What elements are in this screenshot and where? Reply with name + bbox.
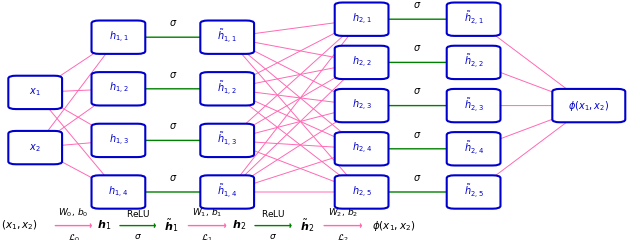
Text: $\phi(x_1, x_2)$: $\phi(x_1, x_2)$: [568, 99, 609, 113]
Text: $h_{2,5}$: $h_{2,5}$: [352, 185, 371, 199]
FancyBboxPatch shape: [447, 89, 500, 122]
Text: $x_2$: $x_2$: [29, 142, 41, 154]
FancyBboxPatch shape: [200, 21, 254, 54]
FancyBboxPatch shape: [92, 124, 145, 157]
Text: $\sigma$: $\sigma$: [168, 18, 177, 28]
Text: $\sigma$: $\sigma$: [168, 70, 177, 80]
Text: $\sigma$: $\sigma$: [168, 173, 177, 183]
Text: $W_2,\, b_2$: $W_2,\, b_2$: [328, 206, 358, 219]
Text: $\phi(x_1, x_2)$: $\phi(x_1, x_2)$: [372, 219, 416, 233]
Text: $h_{1,2}$: $h_{1,2}$: [109, 81, 128, 96]
Text: $h_{1,1}$: $h_{1,1}$: [109, 30, 128, 45]
Text: $h_{2,1}$: $h_{2,1}$: [352, 12, 371, 27]
FancyBboxPatch shape: [335, 175, 388, 209]
FancyBboxPatch shape: [447, 2, 500, 36]
Text: $\mathrm{ReLU}$: $\mathrm{ReLU}$: [126, 208, 150, 219]
Text: $\tilde{h}_{1,1}$: $\tilde{h}_{1,1}$: [218, 28, 237, 46]
Text: $\mathcal{L}_2$: $\mathcal{L}_2$: [337, 232, 349, 240]
Text: $\sigma$: $\sigma$: [413, 43, 422, 53]
Text: $\tilde{h}_{2,5}$: $\tilde{h}_{2,5}$: [463, 183, 484, 201]
Text: $\mathcal{L}_0$: $\mathcal{L}_0$: [68, 232, 79, 240]
Text: $\tilde{h}_{2,2}$: $\tilde{h}_{2,2}$: [464, 53, 483, 72]
Text: $\tilde{h}_{2,4}$: $\tilde{h}_{2,4}$: [463, 140, 484, 158]
FancyBboxPatch shape: [8, 76, 62, 109]
FancyBboxPatch shape: [92, 21, 145, 54]
FancyBboxPatch shape: [92, 72, 145, 106]
Text: $x_1$: $x_1$: [29, 86, 41, 98]
FancyBboxPatch shape: [335, 2, 388, 36]
FancyBboxPatch shape: [447, 46, 500, 79]
Text: $\sigma$: $\sigma$: [269, 232, 277, 240]
Text: $\tilde{h}_{1,3}$: $\tilde{h}_{1,3}$: [217, 131, 237, 150]
Text: $h_{2,2}$: $h_{2,2}$: [352, 55, 371, 70]
Text: $\mathcal{L}_1$: $\mathcal{L}_1$: [202, 232, 213, 240]
Text: $W_0,\, b_0$: $W_0,\, b_0$: [58, 206, 89, 219]
Text: $\sigma$: $\sigma$: [413, 130, 422, 140]
FancyBboxPatch shape: [200, 124, 254, 157]
Text: $\tilde{\boldsymbol{h}}_1$: $\tilde{\boldsymbol{h}}_1$: [164, 217, 179, 234]
Text: $h_{2,4}$: $h_{2,4}$: [351, 141, 372, 156]
Text: $\boldsymbol{h}_2$: $\boldsymbol{h}_2$: [232, 219, 246, 233]
Text: $(x_1, x_2)$: $(x_1, x_2)$: [1, 219, 38, 232]
Text: $\sigma$: $\sigma$: [413, 0, 422, 10]
FancyBboxPatch shape: [447, 175, 500, 209]
Text: $\tilde{h}_{2,1}$: $\tilde{h}_{2,1}$: [464, 10, 483, 28]
Text: $\boldsymbol{h}_1$: $\boldsymbol{h}_1$: [97, 219, 111, 233]
Text: $\sigma$: $\sigma$: [413, 86, 422, 96]
Text: $\sigma$: $\sigma$: [168, 121, 177, 131]
Text: $\tilde{h}_{1,4}$: $\tilde{h}_{1,4}$: [217, 183, 237, 201]
FancyBboxPatch shape: [200, 72, 254, 106]
FancyBboxPatch shape: [447, 132, 500, 166]
Text: $h_{1,4}$: $h_{1,4}$: [108, 185, 129, 199]
FancyBboxPatch shape: [335, 89, 388, 122]
FancyBboxPatch shape: [200, 175, 254, 209]
Text: $\tilde{h}_{2,3}$: $\tilde{h}_{2,3}$: [463, 96, 484, 115]
FancyBboxPatch shape: [8, 131, 62, 164]
FancyBboxPatch shape: [552, 89, 625, 122]
Text: $W_1,\, b_1$: $W_1,\, b_1$: [192, 206, 223, 219]
Text: $h_{1,3}$: $h_{1,3}$: [109, 133, 128, 148]
Text: $\mathrm{ReLU}$: $\mathrm{ReLU}$: [261, 208, 285, 219]
FancyBboxPatch shape: [335, 46, 388, 79]
Text: $h_{2,3}$: $h_{2,3}$: [352, 98, 371, 113]
Text: $\sigma$: $\sigma$: [413, 173, 422, 183]
FancyBboxPatch shape: [335, 132, 388, 166]
Text: $\sigma$: $\sigma$: [134, 232, 142, 240]
FancyBboxPatch shape: [92, 175, 145, 209]
Text: $\tilde{h}_{1,2}$: $\tilde{h}_{1,2}$: [218, 80, 237, 98]
Text: $\tilde{\boldsymbol{h}}_2$: $\tilde{\boldsymbol{h}}_2$: [300, 217, 314, 234]
